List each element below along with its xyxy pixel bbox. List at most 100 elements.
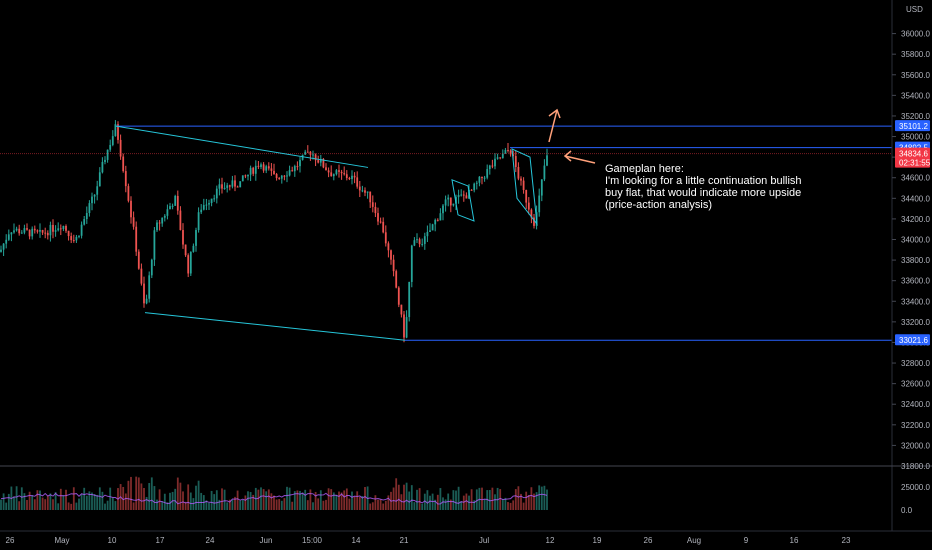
candle-body [179,210,182,231]
upside-arrow [548,109,558,143]
volume-bar [327,488,330,510]
candle-body [403,314,405,338]
candle-body [44,232,47,234]
volume-bar [309,489,312,510]
candle-body [395,271,398,288]
channel-top-line[interactable] [115,125,369,168]
volume-bar [413,502,416,510]
price-tick-label: 34000.0 [901,236,930,245]
volume-bar [525,491,528,510]
candle-body [184,244,187,256]
volume-bar [340,492,343,510]
candle-body [382,221,385,233]
candle-body [161,217,164,224]
channel-bottom-line[interactable] [144,312,406,341]
candle-body [379,221,382,223]
candle-body [299,159,301,167]
volume-bar [234,496,236,510]
candle-body [418,239,421,245]
candle-body [41,230,44,233]
volume-bar [507,502,509,510]
candle-body [343,173,346,175]
candle-body [210,198,213,204]
volume-bar [491,487,494,510]
candle-body [317,160,320,163]
volume-bar [509,502,512,510]
volume-bar [210,490,213,510]
volume-bar [273,495,275,510]
volume-bar [546,489,548,510]
candle-body [527,202,530,210]
candle-body [501,153,504,159]
candle-body [192,245,195,252]
price-tick-label: 32800.0 [901,359,930,368]
candle-body [205,204,208,206]
volume-bar [176,477,179,510]
volume-bar [174,488,177,510]
candle-body [169,206,171,210]
candle-body [20,232,23,234]
volume-bar [182,491,184,510]
candle-body [93,194,96,197]
candle-body [158,222,161,224]
volume-bar [130,476,132,510]
candle-body [436,219,439,221]
candle-body [228,185,231,187]
volume-bar [31,495,34,510]
candle-body [67,230,70,237]
volume-bar [280,500,283,510]
candle-body [392,259,395,272]
candle-body [496,157,499,159]
candle-body [351,175,353,180]
volume-bar [335,494,338,510]
volume-bar [93,494,96,510]
volume-bar [197,480,200,510]
bull-flag-shape[interactable] [451,179,475,222]
volume-bar [75,502,78,510]
candle-body [447,197,450,200]
candle-body [46,232,49,236]
volume-bar [325,499,327,510]
time-tick-label: 26 [6,536,15,545]
volume-bar [377,499,379,510]
volume-bar [343,490,346,510]
volume-bar [410,485,413,510]
price-tick-label: 35200.0 [901,112,930,121]
candle-body [387,243,390,251]
candle-body [176,195,179,211]
candle-body [384,232,387,244]
time-axis[interactable]: 26 May 10 17 24 Jun 15:00 14 21 Jul 12 19 26 Aug 9 16 23 [6,536,851,545]
volume-bar [18,501,21,510]
volume-bar [408,491,411,510]
candle-body [33,228,36,231]
volume-bar [517,486,520,510]
volume-bar [312,502,314,510]
flag-pattern-shape[interactable] [511,148,538,226]
time-tick-label: 23 [842,536,851,545]
candle-body [59,228,62,230]
resistance-tag-label: 35101.2 [899,122,928,131]
volume-ma-line [0,492,548,505]
candle-body [364,190,366,193]
candle-body [187,255,190,274]
candle-body [475,182,478,184]
candle-body [397,287,400,305]
volume-axis[interactable]: 0.0 25000.0 [901,483,930,515]
candle-body [2,243,5,250]
price-tick-label: 33600.0 [901,277,930,286]
candle-body [62,225,65,230]
volume-bar [332,492,335,510]
candle-body [429,230,431,232]
volume-bar [416,489,418,510]
volume-bar [67,502,70,510]
volume-bar [429,495,431,510]
volume-bar [88,491,91,510]
time-tick-label: 12 [546,536,555,545]
volume-bar [215,490,218,510]
price-axis[interactable]: 31800.0 32000.0 32200.0 32400.0 32600.0 32800… [892,30,930,471]
volume-bar [145,496,148,510]
price-tick-label: 32200.0 [901,421,930,430]
price-tick-label: 36000.0 [901,30,930,39]
